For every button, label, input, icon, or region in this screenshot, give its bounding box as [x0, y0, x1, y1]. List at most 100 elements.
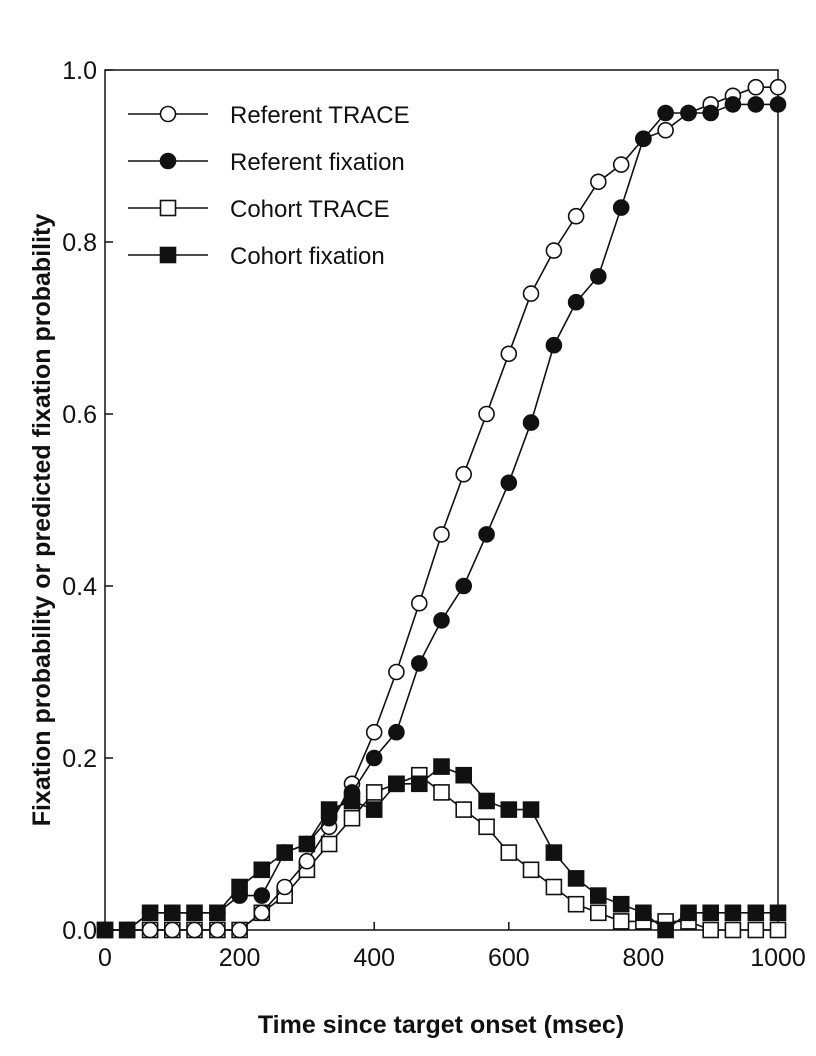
data-point [433, 758, 450, 775]
data-point [455, 801, 473, 818]
data-point [500, 844, 518, 861]
data-point [141, 921, 159, 939]
legend-marker [159, 105, 177, 123]
data-point [657, 104, 674, 122]
data-point [747, 904, 765, 922]
data-point [118, 921, 136, 939]
series-line-referent-trace [105, 86, 778, 931]
data-point [747, 96, 765, 113]
data-point [231, 921, 248, 939]
data-point [545, 878, 563, 896]
y-axis-label: Fixation probability or predicted fixati… [28, 214, 56, 827]
data-point [253, 861, 271, 879]
data-point [209, 904, 226, 922]
legend-label: Referent TRACE [230, 102, 410, 129]
data-point [522, 861, 540, 879]
data-point [545, 844, 563, 861]
data-point [253, 887, 271, 904]
plot-frame [104, 69, 779, 931]
data-point [388, 723, 405, 741]
data-point [186, 921, 203, 939]
data-point [186, 904, 203, 922]
data-point [276, 844, 293, 861]
data-point [657, 921, 674, 939]
data-point [343, 809, 361, 827]
data-point [612, 199, 630, 216]
data-point [702, 921, 720, 939]
data-point [141, 904, 159, 922]
data-point [500, 801, 518, 818]
series-layer [96, 78, 787, 939]
data-point [567, 895, 585, 913]
x-tick-label: 0 [98, 944, 112, 972]
data-point [455, 465, 473, 483]
y-tick-label: 0.0 [62, 917, 97, 945]
data-point [388, 775, 405, 793]
legend-marker [159, 152, 177, 170]
data-point [478, 818, 495, 836]
data-point [724, 96, 742, 113]
data-point [276, 878, 293, 896]
data-point [567, 293, 585, 311]
data-point [769, 904, 787, 922]
data-point [343, 784, 361, 801]
x-tick-label: 200 [219, 944, 261, 972]
legend-label: Referent fixation [230, 149, 405, 176]
data-point [590, 268, 607, 285]
data-point [164, 904, 181, 922]
data-point [365, 749, 383, 767]
data-point [522, 801, 540, 818]
legend: Referent TRACE Referent fixation Cohort TR… [128, 102, 410, 270]
data-point [433, 784, 450, 801]
x-tick-label: 1000 [750, 944, 806, 972]
x-tick-label: 400 [353, 944, 395, 972]
data-point [410, 594, 428, 612]
legend-marker [159, 199, 177, 217]
data-point [433, 526, 450, 543]
data-point [635, 130, 652, 148]
data-point [433, 612, 450, 629]
x-tick-label: 800 [623, 944, 665, 972]
data-point [680, 904, 697, 922]
data-point [500, 345, 518, 363]
data-point [612, 895, 630, 913]
data-point [702, 904, 720, 922]
data-point [657, 121, 674, 139]
data-point [96, 921, 114, 939]
data-point [612, 156, 630, 173]
series-referent-fixation [96, 96, 787, 939]
legend-item-cohort-trace: Cohort TRACE [128, 196, 390, 223]
data-point [365, 723, 383, 741]
x-axis-ticks: 0 200 400 600 800 1000 [98, 922, 806, 972]
data-point [478, 405, 495, 423]
y-tick-label: 1.0 [62, 57, 97, 85]
data-point [365, 801, 383, 818]
data-point [478, 792, 495, 810]
legend-item-referent-trace: Referent TRACE [128, 102, 410, 129]
y-tick-label: 0.6 [62, 401, 97, 429]
data-point [612, 913, 630, 930]
data-point [567, 207, 585, 225]
x-axis-label: Time since target onset (msec) [258, 1011, 624, 1039]
data-point [365, 784, 383, 801]
y-tick-label: 0.2 [62, 745, 97, 773]
data-point [455, 577, 473, 595]
data-point [231, 887, 248, 904]
data-point [702, 104, 720, 122]
data-point [747, 921, 765, 939]
legend-item-referent-fixation: Referent fixation [128, 149, 405, 176]
x-tick-label: 600 [488, 944, 530, 972]
data-point [769, 96, 787, 113]
data-point [769, 921, 787, 939]
data-point [320, 835, 338, 853]
data-point [410, 775, 428, 793]
data-point [522, 414, 540, 431]
data-point [680, 104, 697, 122]
data-point [545, 242, 563, 259]
data-point [253, 904, 271, 922]
y-tick-label: 0.4 [62, 573, 97, 601]
data-point [590, 173, 607, 191]
data-point [388, 663, 405, 681]
data-point [769, 78, 787, 96]
